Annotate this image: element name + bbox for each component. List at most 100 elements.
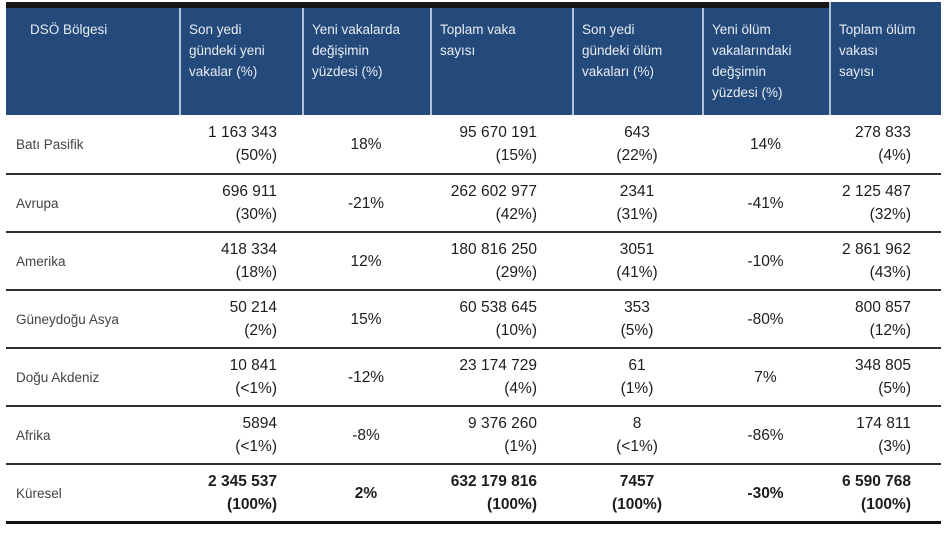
new-deaths-share: (<1%) xyxy=(616,438,658,455)
new-cases-value: 2 345 537 xyxy=(208,473,277,490)
table-top-border xyxy=(6,2,829,8)
new-deaths-cell: 7457 (100%) xyxy=(572,465,702,521)
new-cases-cell: 1 163 343 (50%) xyxy=(179,115,302,173)
total-cases-value: 60 538 645 xyxy=(459,299,537,316)
total-cases-share: (42%) xyxy=(495,206,537,223)
new-deaths-change: 7% xyxy=(754,368,777,386)
new-deaths-value: 7457 xyxy=(619,473,655,490)
region-label: Güneydoğu Asya xyxy=(16,311,119,327)
new-cases-change: 18% xyxy=(350,135,382,153)
new-deaths-share: (22%) xyxy=(616,147,658,164)
region-label: Doğu Akdeniz xyxy=(16,369,100,385)
new-deaths-change: -30% xyxy=(747,484,784,502)
total-deaths-share: (5%) xyxy=(878,380,911,397)
new-cases-cell: 5894 (<1%) xyxy=(179,407,302,463)
total-deaths-cell: 2 861 962 (43%) xyxy=(829,233,941,289)
new-cases-value: 418 334 xyxy=(220,241,277,258)
new-deaths-change: -80% xyxy=(747,310,784,328)
new-deaths-cell: 3051 (41%) xyxy=(572,233,702,289)
new-cases-value: 1 163 343 xyxy=(208,124,277,141)
total-cases-cell: 23 174 729 (4%) xyxy=(430,349,572,405)
region-label: Avrupa xyxy=(16,195,59,211)
total-deaths-share: (3%) xyxy=(878,438,911,455)
new-deaths-share: (5%) xyxy=(620,322,654,339)
table-row-bati-pasifik: Batı Pasifik 1 163 343 (50%) 18% 95 670 … xyxy=(6,115,941,173)
total-deaths-cell: 174 811 (3%) xyxy=(829,407,941,463)
region-label: Amerika xyxy=(16,253,66,269)
total-deaths-value: 348 805 xyxy=(854,357,911,374)
new-deaths-share: (31%) xyxy=(616,206,658,223)
new-cases-share: (50%) xyxy=(235,147,277,164)
table-header-row: DSÖ Bölgesi Son yedi gündeki yeni vakala… xyxy=(6,2,941,115)
new-deaths-cell: 8 (<1%) xyxy=(572,407,702,463)
total-deaths-cell: 6 590 768 (100%) xyxy=(829,465,941,521)
total-deaths-share: (32%) xyxy=(869,206,911,223)
new-deaths-change: -10% xyxy=(747,252,784,270)
total-deaths-share: (4%) xyxy=(878,147,911,164)
new-deaths-cell: 353 (5%) xyxy=(572,291,702,347)
total-cases-share: (1%) xyxy=(504,438,537,455)
new-cases-value: 10 841 xyxy=(229,357,277,374)
new-cases-cell: 2 345 537 (100%) xyxy=(179,465,302,521)
table-body: Batı Pasifik 1 163 343 (50%) 18% 95 670 … xyxy=(6,115,941,524)
total-cases-share: (10%) xyxy=(495,322,537,339)
new-deaths-share: (1%) xyxy=(620,380,654,397)
new-cases-change: 12% xyxy=(350,252,382,270)
new-cases-change: -21% xyxy=(347,194,385,212)
new-cases-value: 5894 xyxy=(242,415,277,432)
new-cases-share: (2%) xyxy=(244,322,277,339)
column-header-new-deaths-change: Yeni ölüm vakalarındaki değşimin yüzdesi… xyxy=(702,2,829,115)
total-cases-cell: 95 670 191 (15%) xyxy=(430,115,572,173)
table-row-dogu-akdeniz: Doğu Akdeniz 10 841 (<1%) -12% 23 174 72… xyxy=(6,347,941,405)
region-label: Afrika xyxy=(16,427,51,443)
new-cases-value: 50 214 xyxy=(229,299,277,316)
total-cases-value: 95 670 191 xyxy=(459,124,537,141)
new-cases-cell: 696 911 (30%) xyxy=(179,175,302,231)
new-cases-share: (100%) xyxy=(227,496,277,513)
column-header-region: DSÖ Bölgesi xyxy=(30,22,108,37)
total-deaths-cell: 800 857 (12%) xyxy=(829,291,941,347)
new-cases-cell: 50 214 (2%) xyxy=(179,291,302,347)
new-deaths-value: 643 xyxy=(624,124,650,141)
total-deaths-value: 2 861 962 xyxy=(842,241,911,258)
column-header-total-deaths: Toplam ölüm vakası sayısı xyxy=(829,2,941,115)
total-deaths-value: 278 833 xyxy=(854,124,911,141)
table-row-amerika: Amerika 418 334 (18%) 12% 180 816 250 (2… xyxy=(6,231,941,289)
total-cases-value: 9 376 260 xyxy=(468,415,537,432)
new-cases-cell: 10 841 (<1%) xyxy=(179,349,302,405)
total-deaths-value: 174 811 xyxy=(856,415,911,432)
total-deaths-cell: 278 833 (4%) xyxy=(829,115,941,173)
who-region-table: DSÖ Bölgesi Son yedi gündeki yeni vakala… xyxy=(6,2,941,524)
new-cases-share: (<1%) xyxy=(235,380,277,397)
new-cases-share: (18%) xyxy=(235,264,277,281)
total-deaths-share: (12%) xyxy=(869,322,911,339)
total-cases-cell: 180 816 250 (29%) xyxy=(430,233,572,289)
new-deaths-change: -41% xyxy=(747,194,784,212)
table-row-afrika: Afrika 5894 (<1%) -8% 9 376 260 (1%) 8 (… xyxy=(6,405,941,463)
new-deaths-share: (41%) xyxy=(616,264,658,281)
total-cases-value: 262 602 977 xyxy=(450,183,537,200)
new-cases-cell: 418 334 (18%) xyxy=(179,233,302,289)
new-deaths-change: -86% xyxy=(747,426,784,444)
total-cases-cell: 60 538 645 (10%) xyxy=(430,291,572,347)
new-deaths-share: (100%) xyxy=(612,496,662,513)
new-deaths-cell: 2341 (31%) xyxy=(572,175,702,231)
total-deaths-share: (100%) xyxy=(861,496,911,513)
new-cases-change: 15% xyxy=(350,310,382,328)
column-header-new-cases-change: Yeni vakalarda değişimin yüzdesi (%) xyxy=(302,2,430,115)
total-deaths-cell: 348 805 (5%) xyxy=(829,349,941,405)
table-row-avrupa: Avrupa 696 911 (30%) -21% 262 602 977 (4… xyxy=(6,173,941,231)
new-deaths-change: 14% xyxy=(749,135,782,153)
total-deaths-cell: 2 125 487 (32%) xyxy=(829,175,941,231)
new-deaths-value: 3051 xyxy=(619,241,655,258)
total-cases-cell: 9 376 260 (1%) xyxy=(430,407,572,463)
total-cases-cell: 262 602 977 (42%) xyxy=(430,175,572,231)
new-cases-change: -8% xyxy=(352,426,380,444)
new-deaths-value: 8 xyxy=(632,415,642,432)
region-label: Batı Pasifik xyxy=(16,136,84,152)
total-deaths-value: 6 590 768 xyxy=(842,473,911,490)
table-row-kuresel: Küresel 2 345 537 (100%) 2% 632 179 816 … xyxy=(6,463,941,521)
new-deaths-cell: 643 (22%) xyxy=(572,115,702,173)
total-cases-cell: 632 179 816 (100%) xyxy=(430,465,572,521)
new-cases-change: -12% xyxy=(347,368,385,386)
